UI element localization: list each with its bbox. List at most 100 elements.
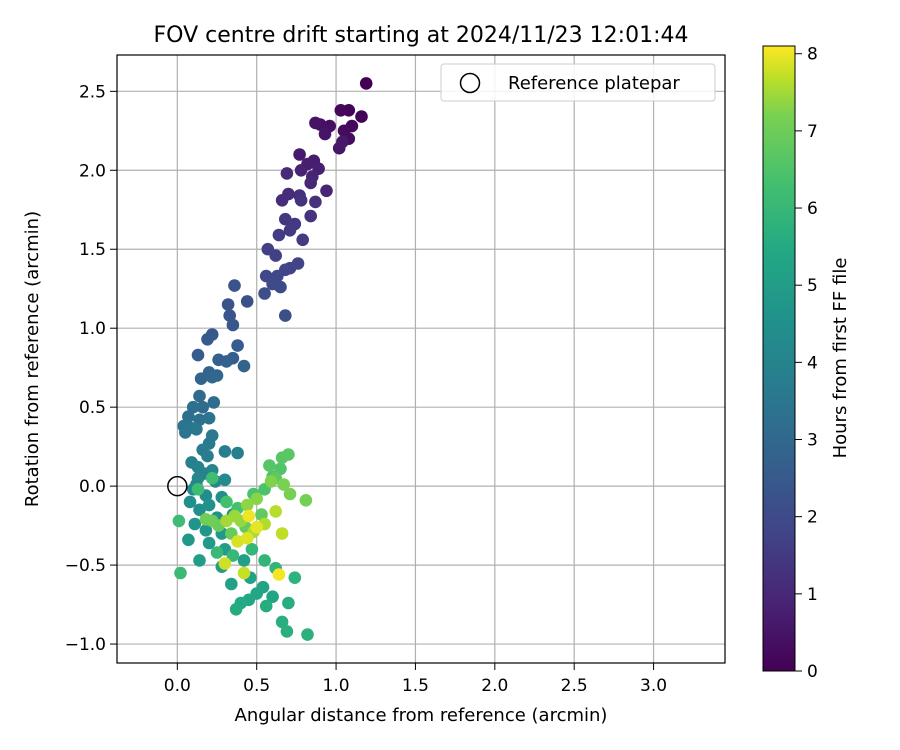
data-point [263, 459, 276, 472]
data-point [280, 625, 294, 638]
data-point [240, 498, 254, 512]
data-point [283, 224, 297, 237]
data-point [293, 148, 306, 161]
colorbar-gradient [762, 45, 796, 672]
data-point [225, 577, 238, 591]
colorbar-tick-label: 7 [807, 122, 818, 142]
data-point [294, 164, 308, 177]
data-point [272, 228, 286, 242]
x-tick-label: 2.0 [481, 676, 508, 696]
data-point [282, 448, 295, 461]
data-point [226, 549, 240, 562]
plot-frame [116, 54, 726, 664]
data-point [242, 509, 256, 523]
colorbar-tick-label: 8 [807, 45, 818, 65]
colorbar-tick-label: 5 [807, 276, 818, 296]
colorbar-tick-label: 1 [807, 585, 818, 605]
data-point [205, 471, 219, 485]
x-tick-label: 3.0 [640, 676, 667, 696]
colorbar-tick-label: 2 [807, 508, 818, 528]
data-point [288, 571, 302, 584]
data-point [202, 498, 216, 512]
y-tick-label: 0.0 [79, 477, 106, 497]
data-point [231, 535, 244, 548]
colorbar-ticks: 0 1 2 3 4 5 6 7 8 [795, 45, 818, 682]
y-tick-label: −0.5 [65, 556, 106, 576]
data-point [182, 410, 195, 423]
data-point [258, 287, 271, 300]
data-point [237, 359, 251, 373]
x-tick-label: 2.5 [561, 676, 588, 696]
data-point [274, 280, 287, 294]
x-tick-label: 1.5 [402, 676, 429, 696]
data-point [259, 599, 273, 613]
data-point [275, 615, 289, 629]
data-point [355, 110, 368, 123]
x-tick-label: 0.0 [164, 676, 191, 696]
y-axis-ticks: −1.0 −0.5 0.0 0.5 1.0 1.5 2.0 2.5 [65, 82, 117, 655]
data-point [202, 536, 216, 550]
data-point [274, 462, 287, 476]
data-point [210, 546, 224, 559]
legend-label: Reference platepar [508, 73, 680, 94]
data-point [193, 554, 206, 567]
data-point [205, 370, 219, 384]
data-point [282, 596, 295, 610]
data-point [228, 279, 241, 292]
data-point [277, 478, 291, 491]
data-point [237, 566, 251, 580]
data-point [250, 520, 263, 534]
data-point [334, 104, 348, 117]
data-point [318, 127, 332, 141]
data-point [264, 475, 278, 488]
data-point [283, 487, 297, 501]
data-point [218, 557, 232, 570]
colorbar: 0 1 2 3 4 5 6 7 8 Hours from first FF file [762, 45, 851, 682]
y-tick-label: 2.5 [79, 82, 106, 102]
data-point [188, 517, 202, 531]
data-point [359, 77, 373, 90]
grid-lines [117, 55, 725, 663]
colorbar-label: Hours from first FF file [830, 258, 851, 459]
data-point [231, 339, 244, 352]
data-point [191, 483, 205, 496]
x-axis-ticks: 0.0 0.5 1.0 1.5 2.0 2.5 3.0 [164, 663, 667, 696]
data-point [272, 568, 286, 581]
data-point [250, 492, 263, 506]
data-point [231, 446, 244, 460]
data-point [199, 524, 213, 537]
data-point [202, 411, 216, 425]
data-point [229, 603, 243, 616]
data-point [220, 495, 233, 509]
legend: Reference platepar [440, 63, 716, 102]
data-point [269, 249, 283, 262]
legend-marker-icon [459, 72, 481, 94]
y-tick-label: −1.0 [65, 635, 106, 655]
data-point [199, 513, 213, 526]
data-point [220, 355, 233, 368]
data-point [279, 309, 292, 322]
data-point [299, 494, 313, 507]
data-point [183, 495, 197, 509]
data-point [304, 176, 318, 190]
data-point [220, 514, 233, 528]
data-point [240, 295, 254, 308]
data-point [193, 503, 206, 517]
y-tick-label: 0.5 [79, 398, 106, 418]
data-point [226, 318, 240, 332]
x-tick-label: 1.0 [323, 676, 350, 696]
y-axis-label: Rotation from reference (arcmin) [22, 211, 43, 507]
data-point [279, 212, 292, 226]
y-tick-label: 1.5 [79, 240, 106, 260]
colorbar-tick-label: 6 [807, 199, 818, 219]
x-axis-label: Angular distance from reference (arcmin) [235, 705, 608, 726]
data-point [245, 543, 259, 556]
data-point [196, 400, 209, 414]
data-point [296, 233, 310, 247]
data-point [237, 554, 251, 567]
data-point [174, 566, 187, 580]
data-point [275, 527, 289, 540]
chart-title: FOV centre drift starting at 2024/11/23 … [154, 23, 689, 48]
reference-platepar-marker [167, 475, 188, 497]
